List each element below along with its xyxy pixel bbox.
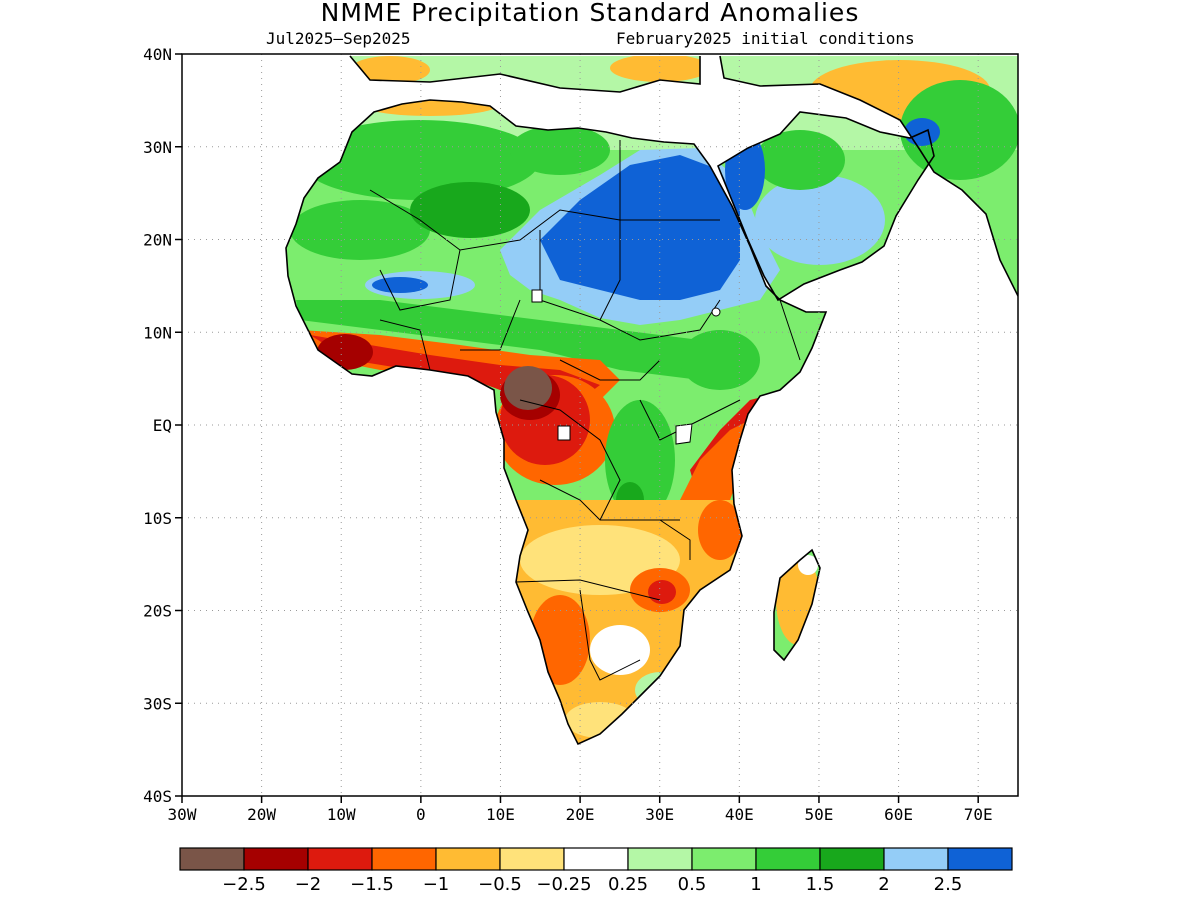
country-borders <box>369 140 801 681</box>
colorbar-swatch <box>179 847 245 871</box>
lat-tick-label: 40S <box>143 787 172 806</box>
colorbar-label: −1 <box>423 874 450 895</box>
colorbar-swatch <box>371 847 437 871</box>
colorbar-label: 0.25 <box>608 874 648 895</box>
colorbar-label: 1.5 <box>806 874 835 895</box>
colorbar-swatch <box>499 847 565 871</box>
lat-tick-label: EQ <box>153 416 172 435</box>
colorbar-label: 0.5 <box>678 874 707 895</box>
coastlines <box>285 55 1018 746</box>
colorbar-swatch <box>243 847 309 871</box>
lon-tick-label: 60E <box>884 805 913 824</box>
lat-tick-label: 10N <box>143 323 172 342</box>
colorbar-label: −0.25 <box>536 874 591 895</box>
map-title: NMME Precipitation Standard Anomalies <box>321 0 860 27</box>
lon-tick-label: 0 <box>416 805 426 824</box>
colorbar-swatch <box>563 847 629 871</box>
colorbar-label: −2.5 <box>222 874 266 895</box>
lat-tick-label: 10S <box>143 509 172 528</box>
colorbar-swatch <box>755 847 821 871</box>
lat-tick-label: 30S <box>143 694 172 713</box>
colorbar-label: 2 <box>878 874 889 895</box>
colorbar-label: −2 <box>295 874 322 895</box>
colorbar-swatch <box>883 847 949 871</box>
lat-axis: 40N 30N 20N 10N EQ 10S 20S 30S 40S <box>143 45 182 806</box>
lon-tick-label: 20E <box>566 805 595 824</box>
colorbar-swatch <box>691 847 757 871</box>
lon-tick-label: 10E <box>486 805 515 824</box>
colorbar-label: −0.5 <box>478 874 522 895</box>
init-conditions-label: February2025 initial conditions <box>616 29 915 48</box>
lat-tick-label: 30N <box>143 138 172 157</box>
lakes <box>531 289 721 445</box>
colorbar-label: 2.5 <box>934 874 963 895</box>
lon-tick-label: 20W <box>247 805 276 824</box>
period-label: Jul2025–Sep2025 <box>266 29 411 48</box>
colorbar <box>179 847 1013 871</box>
lon-tick-label: 40E <box>725 805 754 824</box>
colorbar-label: 1 <box>750 874 761 895</box>
lon-tick-label: 50E <box>804 805 833 824</box>
lat-tick-label: 40N <box>143 45 172 64</box>
colorbar-swatch <box>435 847 501 871</box>
colorbar-label: −1.5 <box>350 874 394 895</box>
lon-tick-label: 30E <box>645 805 674 824</box>
lat-tick-label: 20N <box>143 231 172 250</box>
lon-tick-label: 70E <box>964 805 993 824</box>
colorbar-swatch <box>947 847 1013 871</box>
colorbar-swatch <box>819 847 885 871</box>
lon-tick-label: 30W <box>168 805 197 824</box>
lon-axis: 30W 20W 10W 0 10E 20E 30E 40E 50E 60E 70E <box>168 796 993 824</box>
grid-lines <box>182 54 1018 796</box>
lat-tick-label: 20S <box>143 602 172 621</box>
colorbar-swatch <box>627 847 693 871</box>
colorbar-swatch <box>307 847 373 871</box>
colorbar-labels: −2.5 −2 −1.5 −1 −0.5 −0.25 0.25 0.5 1 1.5 2 2.5 <box>222 874 962 895</box>
lon-tick-label: 10W <box>327 805 356 824</box>
